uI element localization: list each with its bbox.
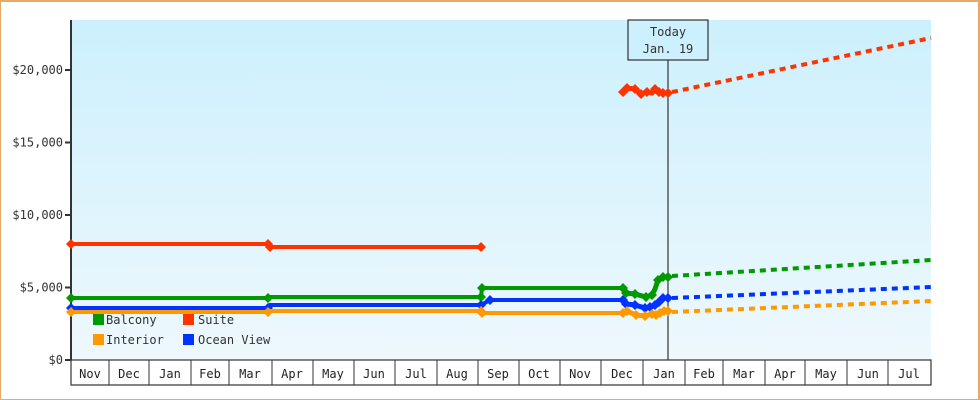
month-label: Nov <box>569 367 591 381</box>
month-label: Oct <box>528 367 550 381</box>
month-label: Feb <box>693 367 715 381</box>
ocean-view-swatch-icon <box>183 334 194 345</box>
legend-label: Balcony <box>106 313 157 327</box>
legend-item-ocean-view[interactable]: Ocean View <box>183 333 271 347</box>
today-marker: Today Jan. 19 <box>627 19 709 360</box>
y-tick-label: $10,000 <box>12 208 63 222</box>
month-label: Aug <box>446 367 468 381</box>
month-label: Jan <box>159 367 181 381</box>
y-tick-label: $0 <box>49 353 63 367</box>
legend-item-interior[interactable]: Interior <box>93 333 164 347</box>
legend: Balcony Suite Interior Ocean View <box>93 313 271 347</box>
legend-label: Ocean View <box>198 333 271 347</box>
month-label: Apr <box>774 367 796 381</box>
y-axis: $0 $5,000 $10,000 $15,000 $20,000 <box>12 20 72 367</box>
month-label: May <box>815 367 837 381</box>
y-tick-label: $15,000 <box>12 136 63 150</box>
legend-label: Interior <box>106 333 164 347</box>
today-date: Jan. 19 <box>643 42 694 56</box>
series-suite <box>66 36 932 252</box>
y-tick-label: $20,000 <box>12 63 63 77</box>
month-label: Dec <box>611 367 633 381</box>
month-label: Mar <box>733 367 755 381</box>
month-label: Jun <box>363 367 385 381</box>
month-label: Nov <box>79 367 101 381</box>
month-label: Dec <box>118 367 140 381</box>
month-label: Jan <box>653 367 675 381</box>
series-balcony <box>66 258 932 303</box>
y-tick-label: $5,000 <box>20 281 63 295</box>
legend-label: Suite <box>198 313 234 327</box>
today-label: Today <box>650 25 686 39</box>
series-ocean-view <box>66 285 932 313</box>
balcony-swatch-icon <box>93 314 104 325</box>
legend-item-suite[interactable]: Suite <box>183 313 234 327</box>
month-label: May <box>322 367 344 381</box>
month-label: Feb <box>199 367 221 381</box>
legend-item-balcony[interactable]: Balcony <box>93 313 157 327</box>
suite-swatch-icon <box>183 314 194 325</box>
x-axis: Nov Dec Jan Feb Mar Apr May Jun Jul Aug … <box>70 359 932 386</box>
interior-swatch-icon <box>93 334 104 345</box>
month-label: Mar <box>239 367 261 381</box>
month-label: Jul <box>898 367 920 381</box>
month-label: Jun <box>857 367 879 381</box>
month-label: Jul <box>405 367 427 381</box>
month-label: Apr <box>281 367 303 381</box>
series-interior <box>66 299 932 321</box>
month-label: Sep <box>487 367 509 381</box>
plot-area <box>71 20 931 360</box>
